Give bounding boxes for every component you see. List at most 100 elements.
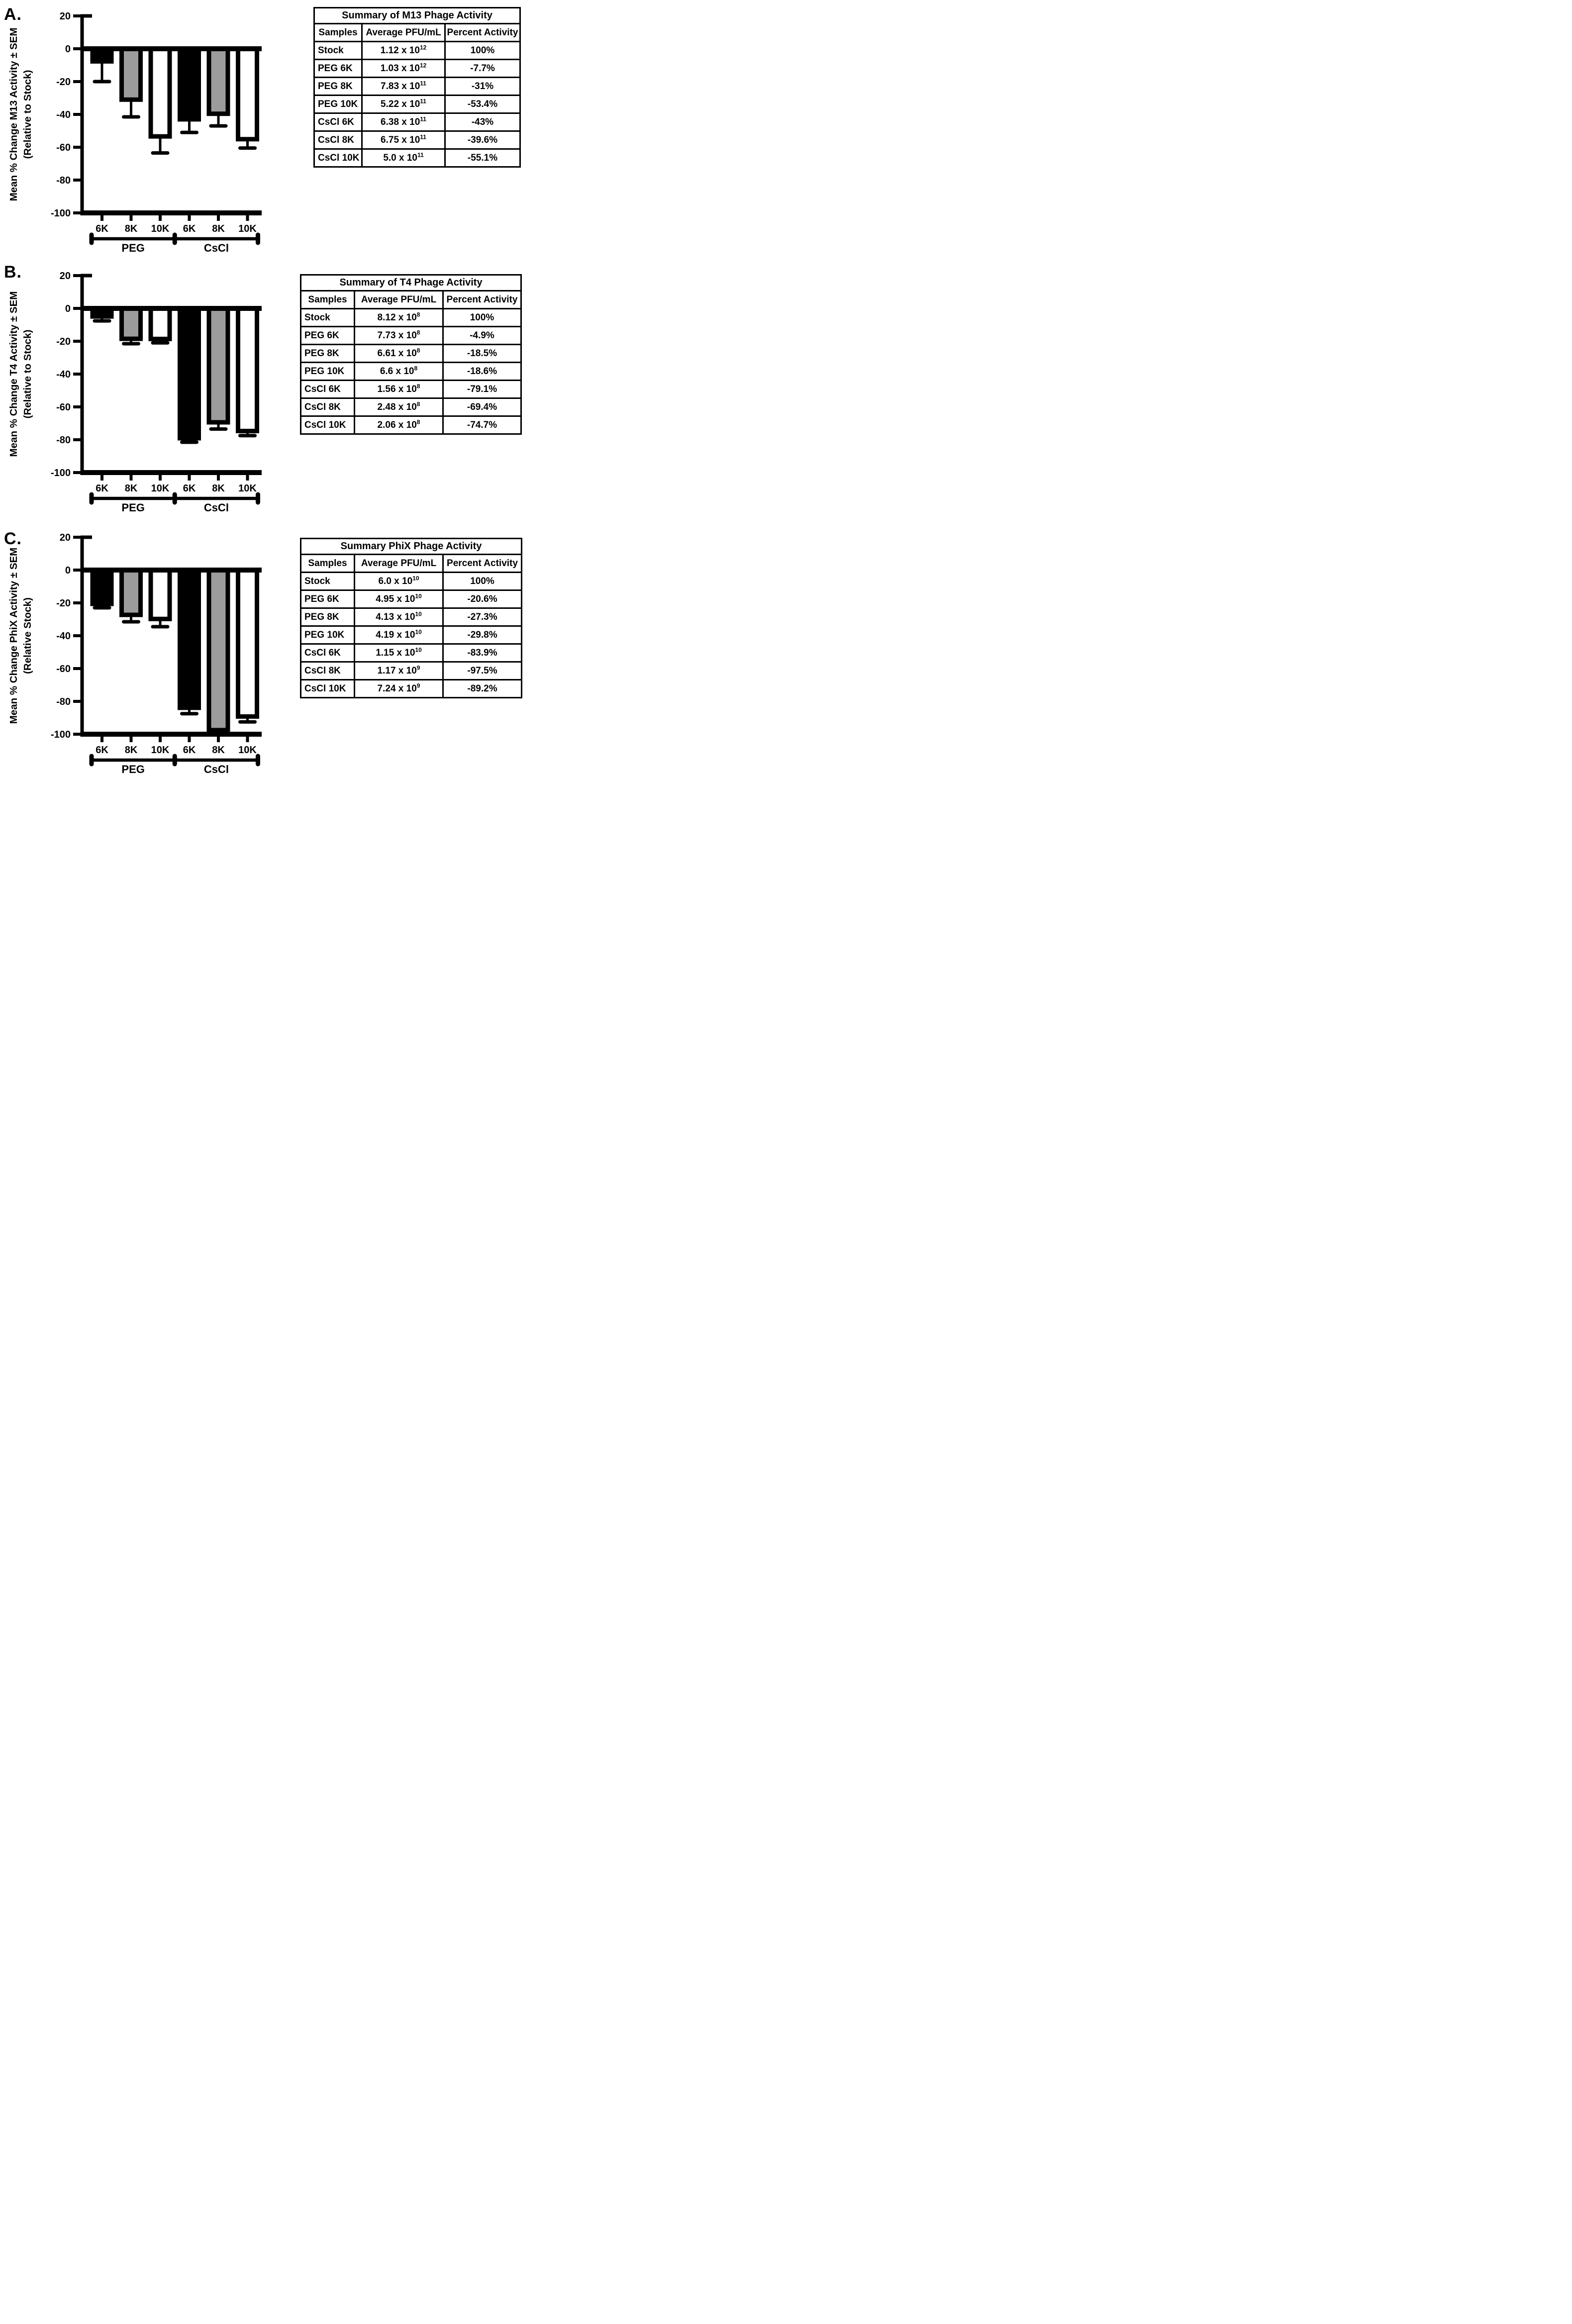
svg-text:8K: 8K — [125, 745, 138, 756]
svg-text:PEG: PEG — [121, 763, 144, 775]
sample-cell: CsCl 8K — [300, 397, 355, 417]
sample-cell: PEG 10K — [300, 625, 355, 645]
sample-cell: CsCl 8K — [300, 661, 355, 680]
percent-cell: -27.3% — [442, 607, 522, 627]
sample-cell: CsCl 10K — [300, 679, 355, 698]
table-row: PEG 8K 6.61 x 108 -18.5% — [300, 344, 522, 363]
pfu-cell: 1.17 x 109 — [354, 661, 444, 680]
svg-text:-40: -40 — [56, 109, 71, 120]
svg-text:20: 20 — [60, 532, 71, 543]
table-body: Stock 1.12 x 1012 100% PEG 6K 1.03 x 1012 -7.… — [313, 41, 521, 168]
svg-text:-60: -60 — [56, 664, 71, 675]
table-body: Stock 8.12 x 108 100% PEG 6K 7.73 x 108 -4.9%… — [300, 308, 522, 435]
pfu-cell: 4.13 x 1010 — [354, 607, 444, 627]
sample-cell: Stock — [300, 572, 355, 591]
pfu-cell: 6.75 x 1011 — [361, 130, 446, 150]
percent-cell: -18.5% — [442, 344, 522, 363]
summary-table-t4: Summary of T4 Phage Activity Samples Ave… — [299, 274, 522, 435]
svg-text:6K: 6K — [96, 483, 108, 494]
table-row: CsCl 8K 6.75 x 1011 -39.6% — [313, 130, 521, 150]
percent-cell: 100% — [442, 308, 522, 327]
svg-text:PEG: PEG — [121, 501, 144, 514]
percent-cell: -18.6% — [442, 362, 522, 381]
sample-cell: PEG 6K — [300, 589, 355, 609]
pfu-cell: 5.0 x 1011 — [361, 148, 446, 168]
sample-cell: PEG 8K — [313, 77, 363, 96]
sample-cell: CsCl 6K — [300, 643, 355, 663]
sample-cell: CsCl 10K — [300, 415, 355, 435]
percent-cell: -79.1% — [442, 380, 522, 399]
svg-text:10K: 10K — [238, 483, 257, 494]
panel-b-label: B. — [4, 263, 22, 282]
table-row: PEG 10K 4.19 x 1010 -29.8% — [300, 625, 522, 645]
table-row: CsCl 10K 7.24 x 109 -89.2% — [300, 679, 522, 698]
summary-table-phix: Summary PhiX Phage Activity Samples Aver… — [300, 538, 522, 698]
percent-cell: 100% — [444, 41, 521, 60]
column-header-samples: Samples — [313, 23, 363, 42]
svg-text:10K: 10K — [238, 223, 257, 234]
svg-text:0: 0 — [65, 565, 71, 576]
svg-text:-60: -60 — [56, 402, 71, 413]
table-row: CsCl 6K 1.56 x 108 -79.1% — [300, 380, 522, 399]
table-title: Summary of T4 Phage Activity — [299, 274, 522, 291]
percent-cell: -55.1% — [444, 148, 521, 168]
pfu-cell: 2.06 x 108 — [354, 415, 444, 435]
sample-cell: PEG 8K — [300, 607, 355, 627]
percent-cell: -69.4% — [442, 397, 522, 417]
svg-text:-20: -20 — [56, 336, 71, 347]
table-title: Summary PhiX Phage Activity — [300, 538, 522, 555]
svg-text:10K: 10K — [238, 745, 257, 756]
column-header-pfu: Average PFU/mL — [354, 554, 444, 573]
svg-text:10K: 10K — [151, 483, 170, 494]
pfu-cell: 7.83 x 1011 — [361, 77, 446, 96]
plot-area: 20 0 -20 -40 -60 -80 -100 6K 8K 10K 6K 8K 10K PEG CsCl — [51, 271, 262, 514]
sample-cell: PEG 6K — [300, 326, 355, 345]
table-row: PEG 8K 7.83 x 1011 -31% — [313, 77, 521, 96]
svg-text:-80: -80 — [56, 435, 71, 446]
table-row: PEG 6K 1.03 x 1012 -7.7% — [313, 59, 521, 78]
svg-text:6K: 6K — [183, 223, 196, 234]
table-row: PEG 10K 6.6 x 108 -18.6% — [300, 362, 522, 381]
y-axis-label: Mean % Change M13 Activity ± SEM — [8, 28, 19, 201]
summary-table-m13: Summary of M13 Phage Activity Samples Av… — [313, 7, 521, 168]
svg-text:10K: 10K — [151, 223, 170, 234]
svg-text:8K: 8K — [125, 223, 138, 234]
sample-cell: PEG 10K — [300, 362, 355, 381]
svg-text:0: 0 — [65, 44, 71, 55]
sample-cell: CsCl 10K — [313, 148, 363, 168]
bar-chart-m13: Mean % Change M13 Activity ± SEM (Relati… — [8, 11, 262, 254]
column-header-percent: Percent Activity — [442, 554, 522, 573]
sample-cell: PEG 8K — [300, 344, 355, 363]
column-header-samples: Samples — [300, 554, 355, 573]
sample-cell: CsCl 6K — [313, 112, 363, 132]
percent-cell: -43% — [444, 112, 521, 132]
svg-text:8K: 8K — [212, 223, 225, 234]
percent-cell: -29.8% — [442, 625, 522, 645]
pfu-cell: 1.15 x 1010 — [354, 643, 444, 663]
y-axis-sublabel: (Relative to Stock) — [22, 70, 33, 159]
svg-text:10K: 10K — [151, 745, 170, 756]
pfu-cell: 7.24 x 109 — [354, 679, 444, 698]
column-header-samples: Samples — [300, 290, 355, 309]
sample-cell: CsCl 8K — [313, 130, 363, 150]
svg-text:6K: 6K — [183, 483, 196, 494]
column-header-percent: Percent Activity — [444, 23, 521, 42]
pfu-cell: 7.73 x 108 — [354, 326, 444, 345]
svg-text:-80: -80 — [56, 696, 71, 707]
svg-text:CsCl: CsCl — [204, 501, 229, 514]
svg-text:8K: 8K — [212, 483, 225, 494]
svg-text:-60: -60 — [56, 142, 71, 153]
pfu-cell: 6.61 x 108 — [354, 344, 444, 363]
svg-text:6K: 6K — [96, 745, 108, 756]
svg-text:8K: 8K — [212, 745, 225, 756]
svg-text:-80: -80 — [56, 175, 71, 186]
svg-text:CsCl: CsCl — [204, 763, 229, 775]
pfu-cell: 6.0 x 1010 — [354, 572, 444, 591]
svg-text:-20: -20 — [56, 598, 71, 609]
table-row: PEG 6K 4.95 x 1010 -20.6% — [300, 589, 522, 609]
sample-cell: CsCl 6K — [300, 380, 355, 399]
svg-text:6K: 6K — [183, 745, 196, 756]
pfu-cell: 5.22 x 1011 — [361, 95, 446, 114]
pfu-cell: 1.03 x 1012 — [361, 59, 446, 78]
svg-text:-100: -100 — [51, 729, 71, 740]
